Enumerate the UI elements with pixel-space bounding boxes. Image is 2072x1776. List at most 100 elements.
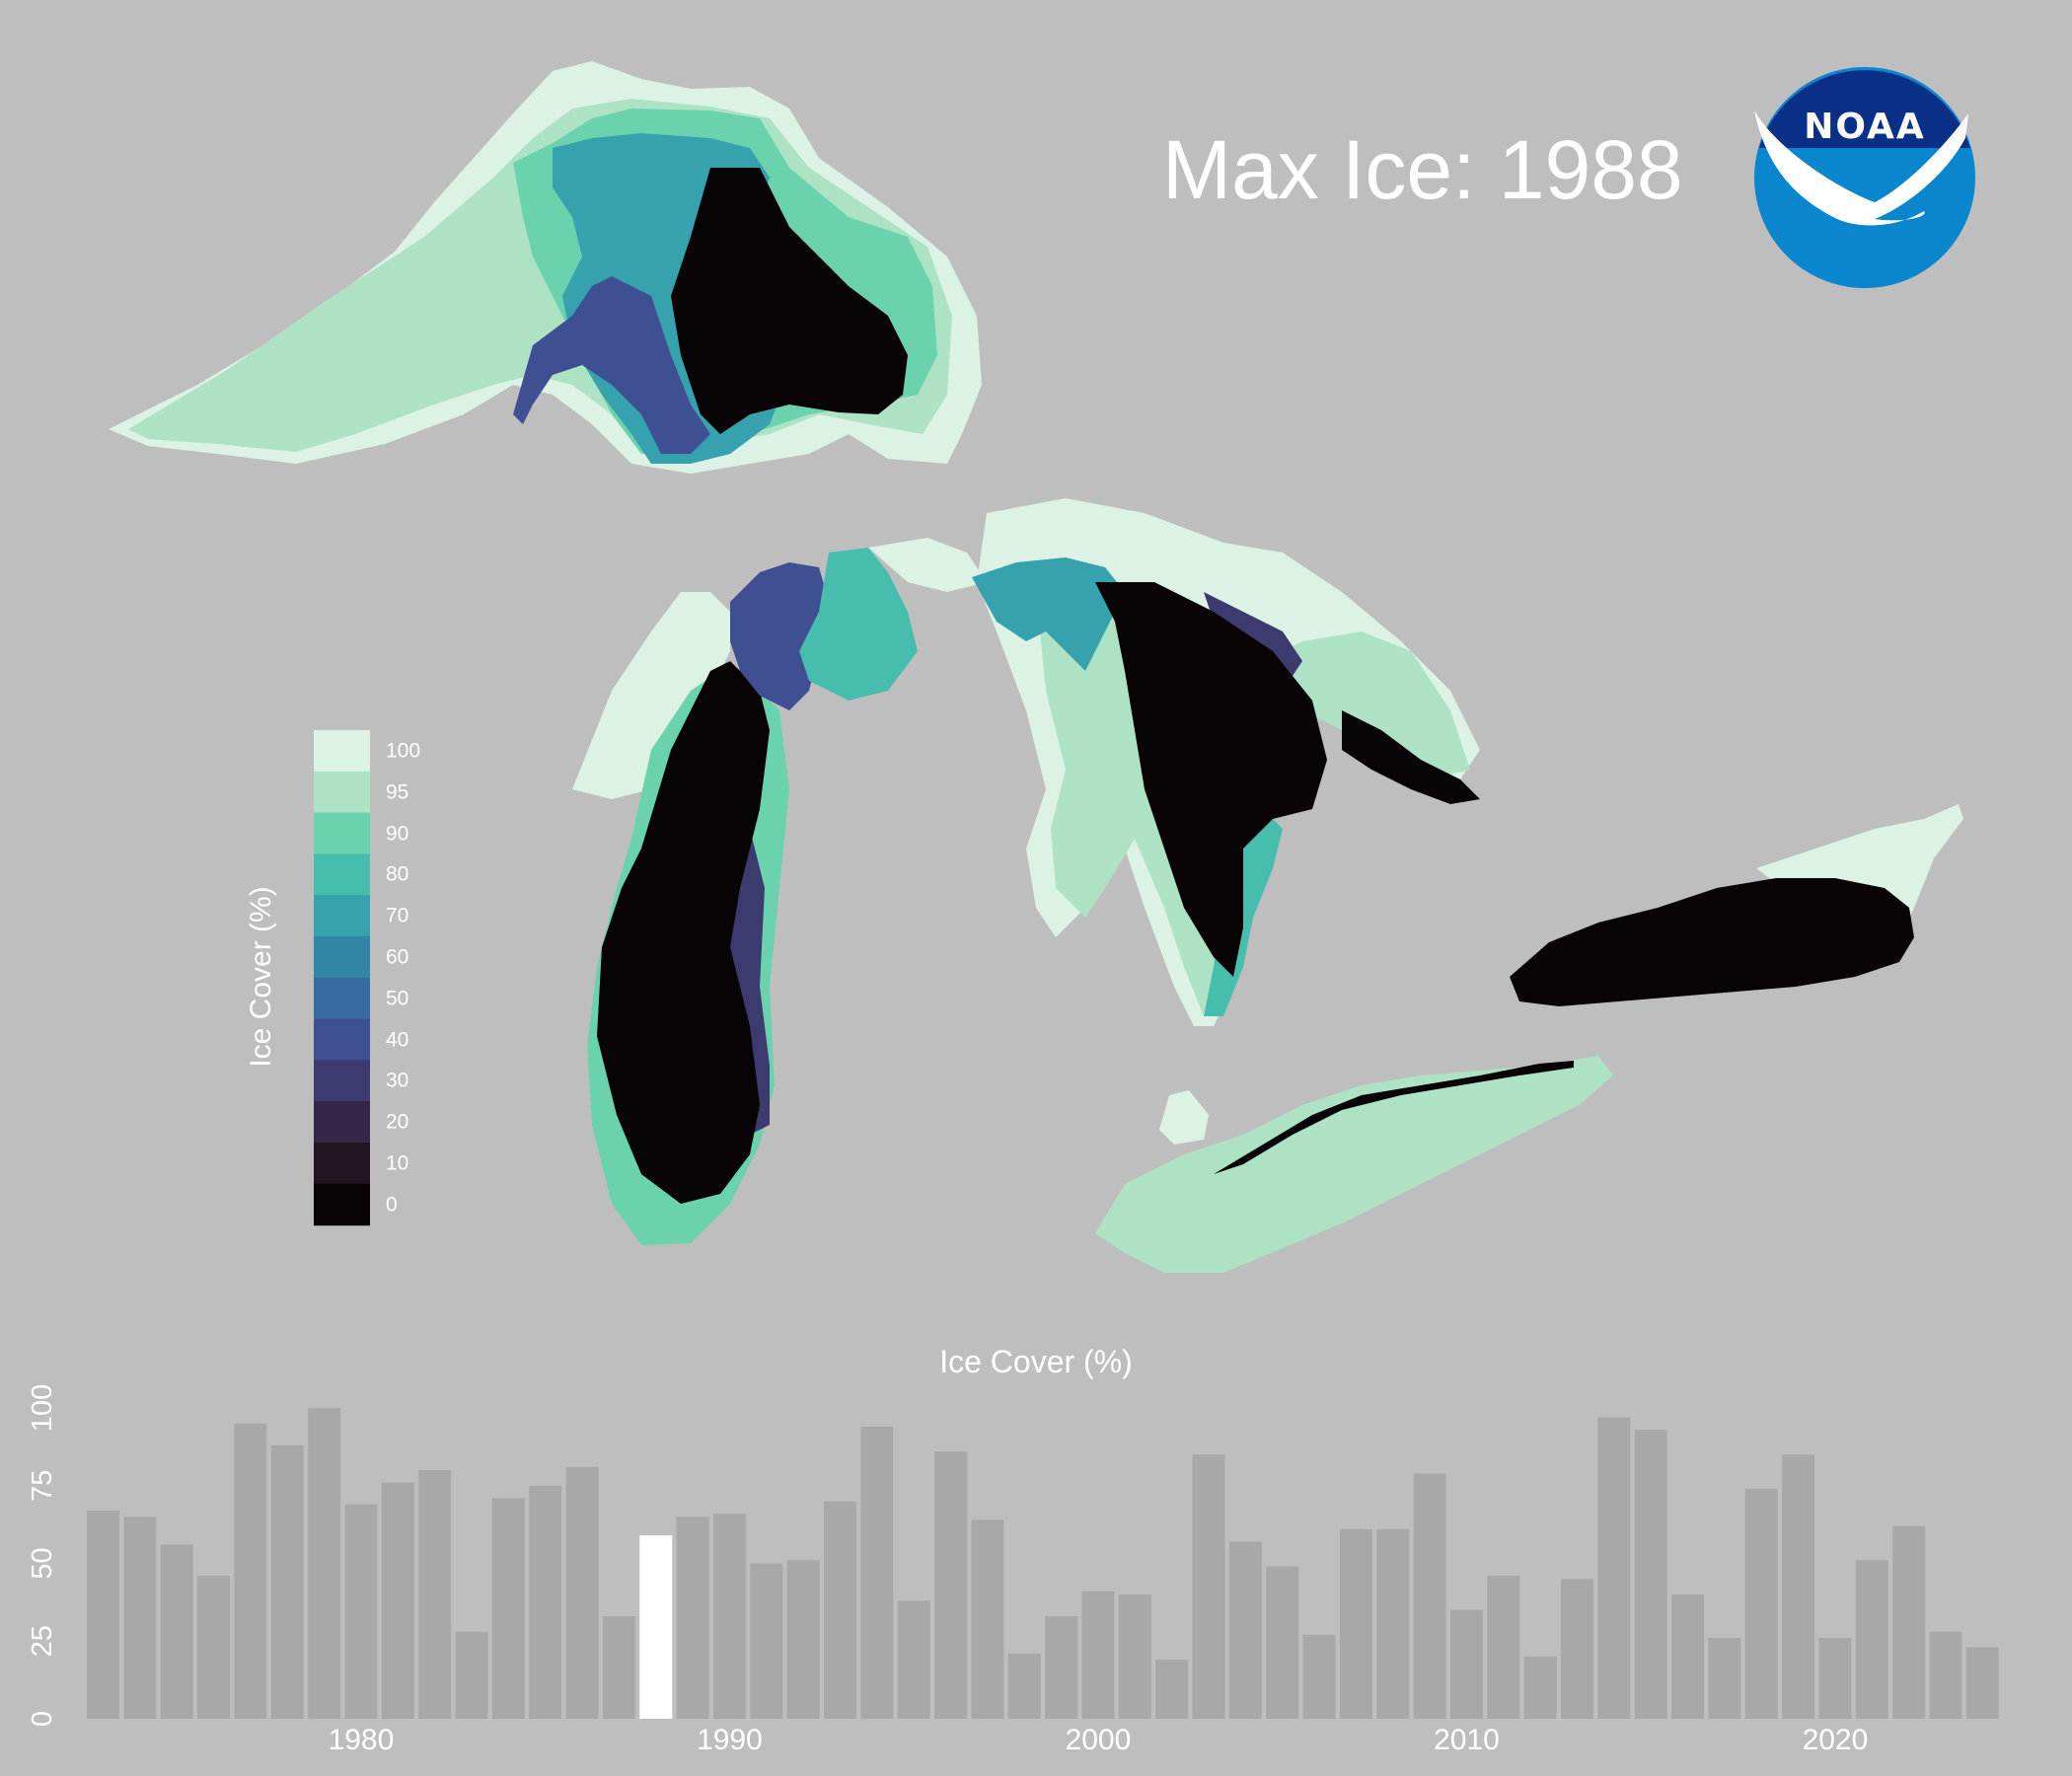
noaa-logo: NOAA <box>1754 67 1975 288</box>
bar-1974 <box>123 1517 157 1719</box>
bar-1980 <box>344 1504 378 1719</box>
x-tick-label-2010: 2010 <box>1434 1724 1500 1756</box>
legend-label-70: 70 <box>386 904 409 927</box>
legend-label-40: 40 <box>386 1028 409 1051</box>
bar-2014 <box>1597 1417 1631 1719</box>
bar-2024 <box>1965 1647 1999 1719</box>
title-prefix: Max Ice: <box>1162 123 1499 216</box>
bar-2011 <box>1487 1576 1520 1719</box>
lake-ontario <box>1510 804 1963 1006</box>
bar-2022 <box>1892 1525 1926 1719</box>
y-tick-label-75: 75 <box>27 1470 58 1502</box>
bar-2007 <box>1339 1528 1372 1719</box>
bar-1992 <box>786 1560 820 1719</box>
bar-2013 <box>1561 1579 1593 1719</box>
legend-swatch-60 <box>314 936 370 979</box>
legend-label-50: 50 <box>386 987 409 1010</box>
legend-swatch-80 <box>314 853 370 896</box>
bar-2015 <box>1634 1430 1667 1719</box>
green-bay-40 <box>730 562 829 710</box>
title-year: 1988 <box>1498 123 1683 216</box>
map-title: Max Ice: 1988 <box>1162 128 1683 211</box>
y-tick-label-50: 50 <box>27 1547 58 1579</box>
bar-2006 <box>1302 1634 1336 1719</box>
bar-2019 <box>1782 1454 1815 1719</box>
bar-1984 <box>491 1498 525 1719</box>
y-tick-label-25: 25 <box>27 1625 58 1657</box>
bar-1986 <box>565 1466 599 1719</box>
bar-1973 <box>87 1510 119 1719</box>
legend-title: Ice Cover (%) <box>245 886 277 1068</box>
legend-label-95: 95 <box>386 780 409 804</box>
lake-huron <box>972 498 1480 1026</box>
lake-ontario-open-water <box>1510 878 1914 1006</box>
bar-2002 <box>1155 1660 1189 1719</box>
x-tick-label-2000: 2000 <box>1066 1724 1132 1756</box>
y-tick-label-100: 100 <box>27 1384 58 1432</box>
bar-1975 <box>160 1544 193 1719</box>
bar-1995 <box>897 1600 930 1719</box>
lake-michigan <box>572 592 789 1245</box>
bar-1977 <box>234 1423 267 1719</box>
bar-1978 <box>270 1444 304 1719</box>
bar-1982 <box>418 1470 452 1719</box>
bar-2016 <box>1671 1594 1705 1719</box>
lake-superior-50 <box>513 276 710 454</box>
bar-2000 <box>1081 1591 1115 1719</box>
legend-label-100: 100 <box>386 739 421 763</box>
bar-2021 <box>1855 1560 1888 1719</box>
legend-swatch-100 <box>314 730 370 773</box>
bar-2004 <box>1228 1541 1262 1719</box>
bar-2023 <box>1929 1631 1962 1719</box>
legend-swatch-0 <box>314 1183 370 1226</box>
bar-1996 <box>934 1451 968 1719</box>
noaa-logo-text: NOAA <box>1804 107 1926 147</box>
legend-swatch-20 <box>314 1101 370 1144</box>
lake-michigan-open-water <box>597 661 770 1204</box>
x-tick-label-2020: 2020 <box>1803 1724 1869 1756</box>
legend-swatch-95 <box>314 771 370 814</box>
bar-2018 <box>1744 1488 1778 1719</box>
legend-swatch-70 <box>314 895 370 937</box>
lake-erie-open-water <box>1214 1061 1574 1174</box>
bar-1994 <box>860 1426 894 1719</box>
bar-1988 <box>639 1535 673 1719</box>
legend-label-0: 0 <box>386 1193 398 1217</box>
bar-2005 <box>1266 1566 1299 1719</box>
legend-label-10: 10 <box>386 1151 409 1175</box>
bar-2009 <box>1413 1473 1446 1719</box>
lake-erie-95 <box>1095 1056 1613 1273</box>
legend-swatch-90 <box>314 812 370 854</box>
bar-2020 <box>1818 1638 1852 1719</box>
georgian-bay-open-water <box>1342 710 1480 804</box>
legend-swatch-40 <box>314 1018 370 1061</box>
bar-2001 <box>1118 1594 1151 1719</box>
bar-1987 <box>602 1616 635 1719</box>
bar-1990 <box>712 1514 746 1719</box>
legend-swatch-50 <box>314 977 370 1020</box>
bar-1991 <box>750 1563 783 1719</box>
annual-max-ice-bar-chart: 0 25 50 75 100 1980 1990 2000 2010 2020 <box>27 1384 1999 1756</box>
bar-1981 <box>381 1482 414 1719</box>
bar-1998 <box>1007 1653 1041 1719</box>
legend-label-90: 90 <box>386 822 409 845</box>
ice-cover-legend-bar <box>314 730 370 1226</box>
noaa-logo-inner-cap <box>1759 70 1970 148</box>
bar-1985 <box>529 1485 562 1719</box>
legend-swatch-30 <box>314 1060 370 1102</box>
legend-label-60: 60 <box>386 945 409 969</box>
lake-ontario-shore <box>1756 804 1963 947</box>
lake-huron-open-water <box>1095 582 1327 977</box>
bar-2017 <box>1708 1638 1741 1719</box>
x-tick-label-1990: 1990 <box>697 1724 763 1756</box>
lake-erie-shore <box>1159 1090 1209 1145</box>
x-tick-label-1980: 1980 <box>329 1724 395 1756</box>
lake-huron-70 <box>972 557 1125 671</box>
bar-2012 <box>1523 1657 1557 1719</box>
straits-shore <box>868 538 987 592</box>
bar-1983 <box>455 1631 488 1719</box>
bar-2008 <box>1376 1528 1410 1719</box>
bar-1989 <box>676 1517 709 1719</box>
bar-1979 <box>308 1408 341 1719</box>
